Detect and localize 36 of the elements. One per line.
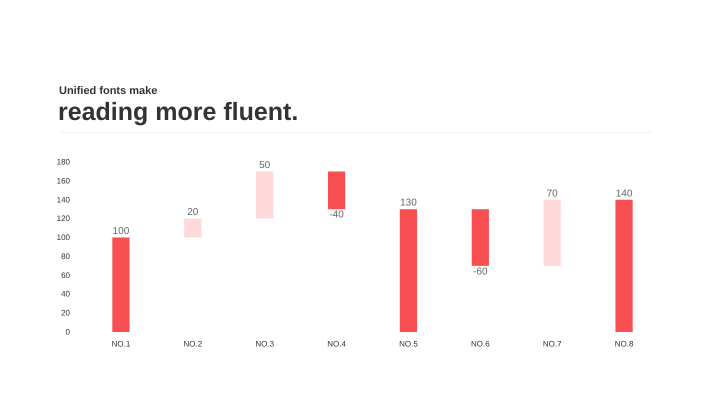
bar	[328, 171, 346, 210]
y-tick-label: 40	[61, 290, 71, 299]
bar	[544, 200, 561, 266]
x-tick-label: NO.7	[542, 340, 562, 348]
chart-subtitle: Unified fonts make	[59, 85, 158, 97]
x-tick-label: NO.3	[255, 340, 275, 348]
y-tick-label: 60	[61, 270, 71, 280]
y-tick-label: 140	[56, 195, 71, 204]
x-tick-label: NO.8	[614, 340, 634, 348]
bar	[400, 209, 418, 332]
y-tick-label: 20	[61, 308, 71, 318]
x-tick-label: NO.2	[183, 340, 203, 348]
y-tick-label: 180	[56, 158, 71, 166]
y-tick-label: 80	[61, 252, 71, 261]
data-label: 130	[400, 198, 418, 209]
data-label: 140	[616, 188, 633, 200]
data-label: 100	[112, 226, 130, 238]
x-tick-label: NO.5	[399, 340, 418, 348]
x-tick-label: NO.6	[470, 340, 490, 348]
bar	[184, 218, 202, 238]
y-tick-label: 100	[56, 233, 71, 242]
data-label: -40	[329, 210, 344, 221]
y-tick-label: 160	[56, 176, 71, 186]
x-tick-label: NO.1	[112, 340, 131, 348]
data-label: 50	[259, 160, 271, 171]
bar	[615, 200, 633, 332]
bar	[256, 171, 274, 219]
bar	[472, 209, 489, 266]
data-label: -60	[473, 266, 488, 278]
y-tick-label: 0	[66, 328, 71, 336]
data-label: 70	[546, 188, 558, 200]
y-tick-label: 120	[56, 214, 71, 224]
chart-title: reading more fluent.	[58, 98, 298, 127]
bar	[112, 238, 130, 332]
x-tick-label: NO.4	[327, 340, 346, 348]
data-label: 20	[187, 207, 199, 218]
